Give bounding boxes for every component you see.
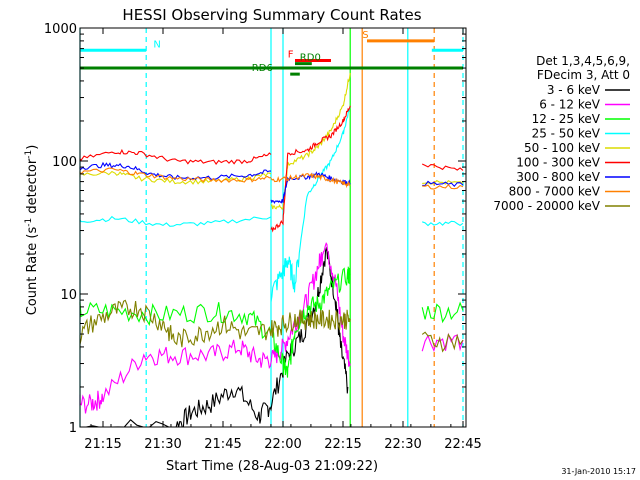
- y-axis-label-exp1: -1: [24, 218, 34, 227]
- y-axis-label: Count Rate (s-1 detector-1): [24, 145, 40, 316]
- flag-label-2: S: [362, 30, 368, 41]
- legend-label-3: 25 - 50 keV: [532, 127, 601, 141]
- flag-label-6: RD6: [252, 63, 273, 74]
- series-line-2-1: [421, 301, 464, 324]
- series-line-6-2: [422, 180, 464, 188]
- series-3: [79, 105, 464, 302]
- legend-label-2: 12 - 25 keV: [532, 112, 601, 126]
- series-7: [79, 167, 464, 190]
- series-line-0-0: [86, 246, 349, 428]
- y-tick-label-0: 1: [69, 421, 77, 436]
- series-line-7-1: [270, 172, 351, 189]
- y-axis-label-mid: detector: [25, 158, 40, 218]
- y-tick-label-3: 1000: [44, 22, 77, 37]
- legend-label-7: 800 - 7000 keV: [509, 185, 601, 199]
- series-line-1-1: [421, 332, 464, 353]
- series-line-8-0: [79, 299, 351, 350]
- series-line-3-1: [270, 105, 351, 302]
- series-line-3-2: [422, 220, 464, 227]
- y-tick-label-1: 10: [60, 288, 77, 303]
- legend-label-4: 50 - 100 keV: [524, 141, 601, 155]
- y-axis-label-main: Count Rate (s: [25, 227, 40, 316]
- legend-label-1: 6 - 12 keV: [539, 98, 601, 112]
- series-8: [79, 299, 464, 353]
- legend-header-line1: Det 1,3,4,5,6,9,: [536, 54, 630, 68]
- flag-label-5: RD0: [300, 53, 321, 64]
- series-line-6-0: [79, 161, 272, 181]
- chart-title: HESSI Observing Summary Count Rates: [122, 6, 421, 24]
- y-axis-label-end: ): [25, 145, 40, 150]
- series-line-7-2: [422, 183, 464, 190]
- x-tick-label-3: 22:00: [264, 437, 301, 452]
- series-line-5-0: [79, 148, 272, 165]
- y-axis-label-exp2: -1: [24, 150, 34, 159]
- x-tick-label-5: 22:30: [384, 437, 421, 452]
- series-line-5-1: [270, 105, 351, 233]
- x-tick-label-2: 21:45: [204, 437, 241, 452]
- series-line-3-0: [79, 215, 272, 227]
- x-axis: 21:15 21:30 21:45 22:00 22:15 22:30 22:45: [84, 28, 482, 452]
- legend-label-6: 300 - 800 keV: [516, 170, 600, 184]
- legend: Det 1,3,4,5,6,9, FDecim 3, Att 0 3 - 6 k…: [493, 54, 630, 213]
- series-line-5-2: [421, 163, 464, 171]
- series-line-4-2: [422, 179, 464, 185]
- x-tick-label-4: 22:15: [324, 437, 361, 452]
- timestamp: 31-Jan-2010 15:17: [561, 467, 636, 476]
- series-1: [79, 242, 464, 414]
- y-tick-label-2: 100: [52, 155, 77, 170]
- series-2: [79, 266, 464, 378]
- legend-header-line2: FDecim 3, Att 0: [537, 68, 630, 82]
- x-tick-label-0: 21:15: [84, 437, 121, 452]
- flag-label-0: N: [153, 39, 160, 50]
- legend-label-5: 100 - 300 keV: [516, 156, 600, 170]
- legend-label-0: 3 - 6 keV: [547, 83, 601, 97]
- x-tick-label-6: 22:45: [444, 437, 481, 452]
- series-5: [79, 105, 464, 233]
- legend-label-8: 7000 - 20000 keV: [493, 199, 600, 213]
- flag-label-4: F: [288, 49, 294, 60]
- x-tick-label-1: 21:30: [144, 437, 181, 452]
- y-axis: 1 10 100 1000: [44, 22, 466, 436]
- series-line-2-0: [79, 266, 351, 378]
- series-line-7-0: [79, 167, 272, 183]
- series-line-8-1: [421, 331, 464, 353]
- series-line-1-0: [79, 242, 351, 414]
- x-axis-label: Start Time (28-Aug-03 21:09:22): [166, 459, 378, 474]
- plot-content: N S F RD0 RD6: [79, 28, 464, 428]
- plot-frame: [79, 27, 467, 428]
- series-0: [86, 246, 349, 428]
